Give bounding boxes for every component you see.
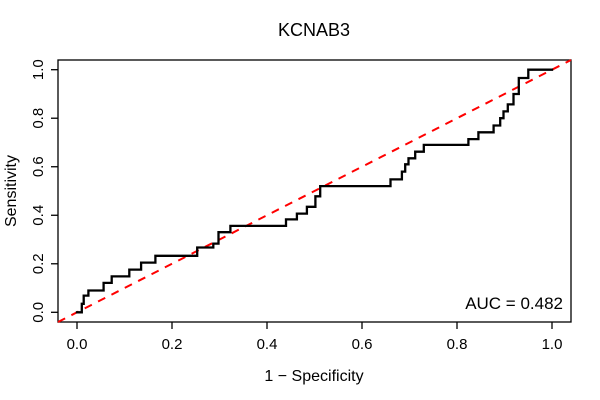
y-tick-label: 1.0	[30, 59, 47, 80]
y-tick-label: 0.4	[30, 205, 47, 226]
x-tick-label: 0.0	[67, 336, 88, 353]
auc-annotation: AUC = 0.482	[465, 294, 563, 313]
plot-box	[57, 59, 572, 323]
x-tick-label: 1.0	[542, 336, 563, 353]
x-axis-label: 1 − Specificity	[264, 368, 363, 385]
y-tick-label: 0.0	[30, 302, 47, 323]
y-tick-label: 0.8	[30, 108, 47, 129]
plot-title: KCNAB3	[278, 20, 350, 40]
roc-curve	[75, 68, 554, 314]
x-tick-label: 0.4	[257, 336, 278, 353]
x-tick-label: 0.6	[352, 336, 373, 353]
diagonal-reference-line	[57, 59, 572, 323]
x-tick-label: 0.2	[162, 336, 183, 353]
y-axis-ticks: 0.0 0.2 0.4 0.6 0.8 1.0	[30, 59, 58, 323]
y-tick-label: 0.6	[30, 156, 47, 177]
x-tick-label: 0.8	[447, 336, 468, 353]
y-axis-label: Sensitivity	[3, 155, 20, 227]
x-axis-ticks: 0.0 0.2 0.4 0.6 0.8 1.0	[67, 322, 563, 353]
y-tick-label: 0.2	[30, 253, 47, 274]
